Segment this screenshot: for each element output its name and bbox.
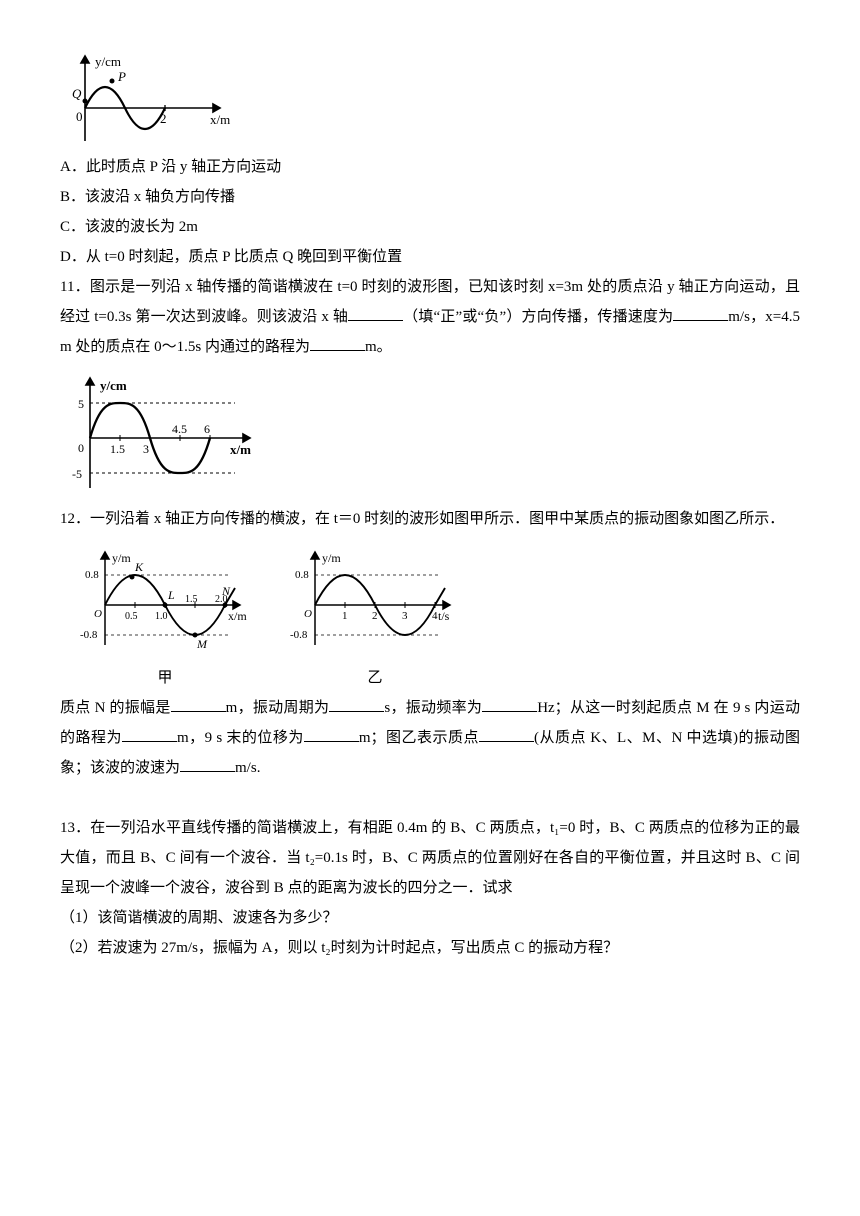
svg-text:-0.8: -0.8 (290, 629, 308, 641)
svg-text:O: O (94, 608, 102, 620)
svg-text:0: 0 (78, 441, 84, 455)
point-P-label: P (117, 69, 126, 84)
question-11: 11．图示是一列沿 x 轴传播的简谐横波在 t=0 时刻的波形图，已知该时刻 x… (60, 272, 800, 362)
figure-q11-wave: y/cm x/m 5 -5 0 1.5 3 4.5 6 (60, 368, 260, 498)
svg-text:N: N (221, 584, 231, 598)
axis-label-y: y/cm (95, 54, 121, 69)
svg-text:K: K (134, 560, 144, 574)
svg-text:1.5: 1.5 (110, 442, 125, 456)
svg-text:y/m: y/m (322, 551, 341, 565)
svg-text:y/cm: y/cm (100, 378, 127, 393)
svg-text:3: 3 (402, 610, 408, 622)
svg-text:0.8: 0.8 (85, 569, 99, 581)
axis-label-x: x/m (210, 112, 230, 127)
question-13-part2: （2）若波速为 27m/s，振幅为 A，则以 t₂时刻为计时起点，写出质点 C … (60, 933, 800, 963)
svg-text:O: O (304, 608, 312, 620)
caption-jia: 甲 (157, 663, 172, 693)
blank-q12-2[interactable] (329, 696, 384, 712)
svg-text:M: M (196, 637, 208, 651)
svg-text:0.5: 0.5 (125, 611, 138, 622)
blank-q11-1[interactable] (348, 305, 403, 321)
option-a: A．此时质点 P 沿 y 轴正方向运动 (60, 152, 800, 182)
option-b: B．该波沿 x 轴负方向传播 (60, 182, 800, 212)
question-12-body: 质点 N 的振幅是m，振动周期为s，振动频率为Hz；从这一时刻起质点 M 在 9… (60, 693, 800, 783)
figure-q10-wave: y/cm x/m Q P 0 2 (60, 46, 235, 146)
svg-text:-5: -5 (72, 467, 82, 481)
svg-text:4: 4 (432, 610, 438, 622)
svg-text:6: 6 (204, 422, 210, 436)
svg-text:L: L (167, 588, 175, 602)
blank-q11-3[interactable] (310, 335, 365, 351)
blank-q12-3[interactable] (482, 696, 537, 712)
blank-q12-4[interactable] (122, 726, 177, 742)
question-13-part1: （1）该简谐横波的周期、波速各为多少？ (60, 903, 800, 933)
svg-text:5: 5 (78, 397, 84, 411)
svg-text:1: 1 (342, 610, 348, 622)
svg-text:x/m: x/m (230, 442, 251, 457)
svg-text:0: 0 (76, 109, 83, 124)
svg-text:0.8: 0.8 (295, 569, 309, 581)
svg-text:1.5: 1.5 (185, 594, 198, 605)
question-13: 13．在一列沿水平直线传播的简谐横波上，有相距 0.4m 的 B、C 两质点，t… (60, 813, 800, 903)
blank-q12-1[interactable] (171, 696, 226, 712)
svg-text:4.5: 4.5 (172, 422, 187, 436)
svg-text:1.0: 1.0 (155, 611, 168, 622)
figure-q12-yi: y/m t/s 0.8 -0.8 O 1 2 3 4 (290, 540, 460, 655)
svg-text:3: 3 (143, 442, 149, 456)
point-Q-label: Q (72, 86, 82, 101)
option-c: C．该波的波长为 2m (60, 212, 800, 242)
tick-2: 2 (160, 111, 167, 126)
question-12-intro: 12．一列沿着 x 轴正方向传播的横波，在 t＝0 时刻的波形如图甲所示．图甲中… (60, 504, 800, 534)
blank-q12-5[interactable] (304, 726, 359, 742)
caption-yi: 乙 (367, 663, 382, 693)
svg-text:x/m: x/m (228, 609, 247, 623)
blank-q11-2[interactable] (673, 305, 728, 321)
figure-q12-jia: y/m x/m 0.8 -0.8 O 0.5 1.0 1.5 2.0 K L M… (80, 540, 250, 655)
svg-text:t/s: t/s (438, 609, 450, 623)
figure-q12-row: y/m x/m 0.8 -0.8 O 0.5 1.0 1.5 2.0 K L M… (80, 534, 800, 693)
svg-text:2: 2 (372, 610, 378, 622)
blank-q12-6[interactable] (479, 726, 534, 742)
svg-text:-0.8: -0.8 (80, 629, 98, 641)
option-d: D．从 t=0 时刻起，质点 P 比质点 Q 晚回到平衡位置 (60, 242, 800, 272)
blank-q12-7[interactable] (180, 756, 235, 772)
svg-text:y/m: y/m (112, 551, 131, 565)
